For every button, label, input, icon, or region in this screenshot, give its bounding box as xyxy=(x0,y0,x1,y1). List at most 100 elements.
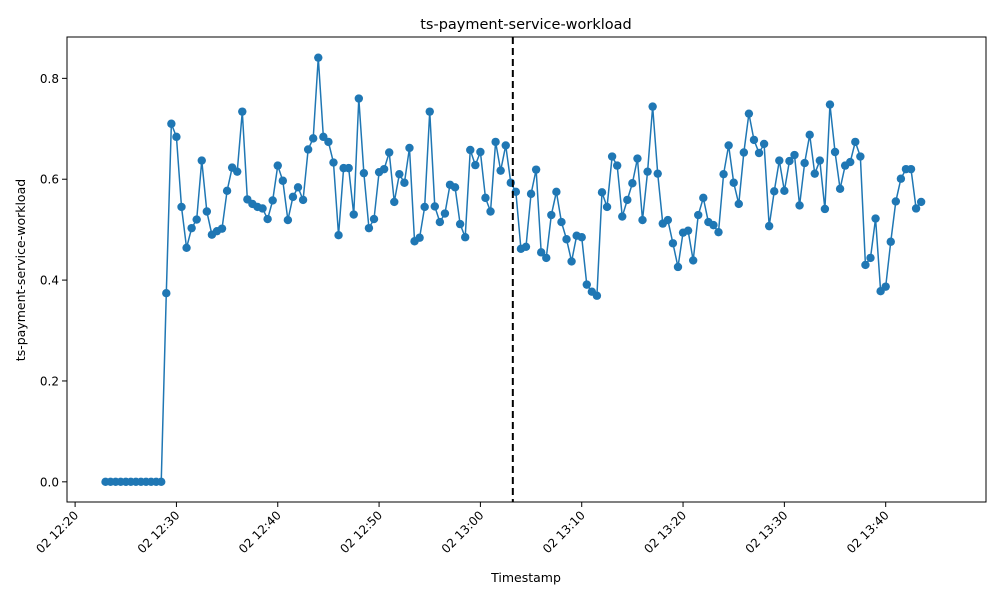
data-point xyxy=(303,145,313,154)
x-tick-label: 02 13:30 xyxy=(743,508,791,556)
data-point xyxy=(724,141,733,150)
data-point xyxy=(329,158,338,167)
data-point xyxy=(476,147,485,157)
data-point xyxy=(785,156,794,166)
data-point xyxy=(238,107,247,116)
data-point xyxy=(896,174,906,183)
data-point xyxy=(739,148,749,157)
data-point xyxy=(157,477,166,487)
data-point xyxy=(820,204,830,214)
data-point xyxy=(233,167,242,176)
data-point xyxy=(815,156,825,165)
data-point xyxy=(623,195,632,205)
data-point xyxy=(172,132,181,142)
y-axis: 0.0 0.2 0.4 0.6 0.8 xyxy=(40,72,67,489)
x-tick-label: 02 12:40 xyxy=(236,508,284,556)
data-point xyxy=(906,164,916,174)
data-point xyxy=(450,183,460,192)
y-axis-label: ts-payment-service-workload xyxy=(13,179,28,361)
plot-frame xyxy=(66,36,987,503)
data-point xyxy=(851,137,860,147)
data-point xyxy=(643,167,652,176)
data-point xyxy=(562,235,571,244)
data-point xyxy=(369,214,379,224)
data-point xyxy=(390,197,399,207)
data-point xyxy=(314,53,323,62)
data-point xyxy=(759,139,769,149)
data-point xyxy=(496,166,505,175)
data-point xyxy=(258,204,267,213)
data-point xyxy=(663,215,673,225)
data-point xyxy=(648,102,657,111)
data-point xyxy=(607,152,617,161)
data-point xyxy=(577,233,586,242)
data-point xyxy=(425,107,434,116)
series-ts-payment-service-workload xyxy=(101,53,926,487)
data-point xyxy=(324,137,333,147)
y-tick-label: 0.4 xyxy=(40,274,59,288)
data-point xyxy=(334,231,343,240)
y-tick-label: 0.6 xyxy=(40,173,59,187)
data-point xyxy=(182,243,191,253)
data-point xyxy=(521,242,531,251)
data-point xyxy=(557,217,566,227)
data-point xyxy=(628,179,637,188)
data-point xyxy=(886,237,895,246)
y-tick-label: 0.0 xyxy=(40,475,59,489)
data-point xyxy=(461,233,470,242)
x-tick-label: 02 13:40 xyxy=(844,508,892,556)
data-point xyxy=(800,158,809,168)
data-point xyxy=(780,186,789,196)
series-line xyxy=(105,57,922,483)
data-point xyxy=(597,188,607,197)
x-tick-label: 02 12:20 xyxy=(33,508,81,556)
data-point xyxy=(293,183,303,192)
data-point xyxy=(192,215,201,224)
data-point xyxy=(359,168,369,178)
data-point xyxy=(187,223,196,233)
data-point xyxy=(455,219,465,229)
data-point xyxy=(618,212,627,221)
data-point xyxy=(846,157,855,167)
data-point xyxy=(795,201,804,210)
data-point xyxy=(162,289,171,298)
x-tick-label: 02 12:30 xyxy=(135,508,183,556)
data-point xyxy=(542,253,551,263)
data-point xyxy=(177,202,186,212)
x-axis: 02 12:20 02 12:30 02 12:40 02 12:50 02 13:00… xyxy=(33,502,892,556)
data-point xyxy=(278,176,288,185)
data-point xyxy=(729,178,738,187)
x-axis-label: Timestamp xyxy=(490,570,561,585)
data-point xyxy=(602,202,612,212)
data-point xyxy=(466,145,475,155)
data-point xyxy=(714,227,723,237)
data-point xyxy=(471,160,480,170)
data-point xyxy=(364,223,374,233)
x-tick-label: 02 12:50 xyxy=(337,508,385,556)
data-point xyxy=(202,207,212,216)
data-point xyxy=(288,192,298,202)
data-point xyxy=(734,199,743,209)
data-point xyxy=(805,130,814,140)
data-point xyxy=(486,207,495,216)
data-point xyxy=(688,256,698,265)
data-point xyxy=(754,148,764,158)
x-tick-label: 02 13:00 xyxy=(439,508,487,556)
data-point xyxy=(547,210,556,220)
data-point xyxy=(810,169,819,178)
data-point xyxy=(871,214,880,223)
data-point xyxy=(440,209,450,218)
data-point xyxy=(536,248,546,257)
data-point xyxy=(911,204,921,213)
data-point xyxy=(344,163,353,173)
data-point xyxy=(420,202,429,212)
data-point xyxy=(405,143,414,153)
data-point xyxy=(273,161,282,170)
data-point xyxy=(916,197,926,207)
data-point xyxy=(309,134,318,143)
data-point xyxy=(775,156,784,165)
data-point xyxy=(764,221,774,231)
data-point xyxy=(699,193,708,203)
data-point xyxy=(719,169,728,179)
